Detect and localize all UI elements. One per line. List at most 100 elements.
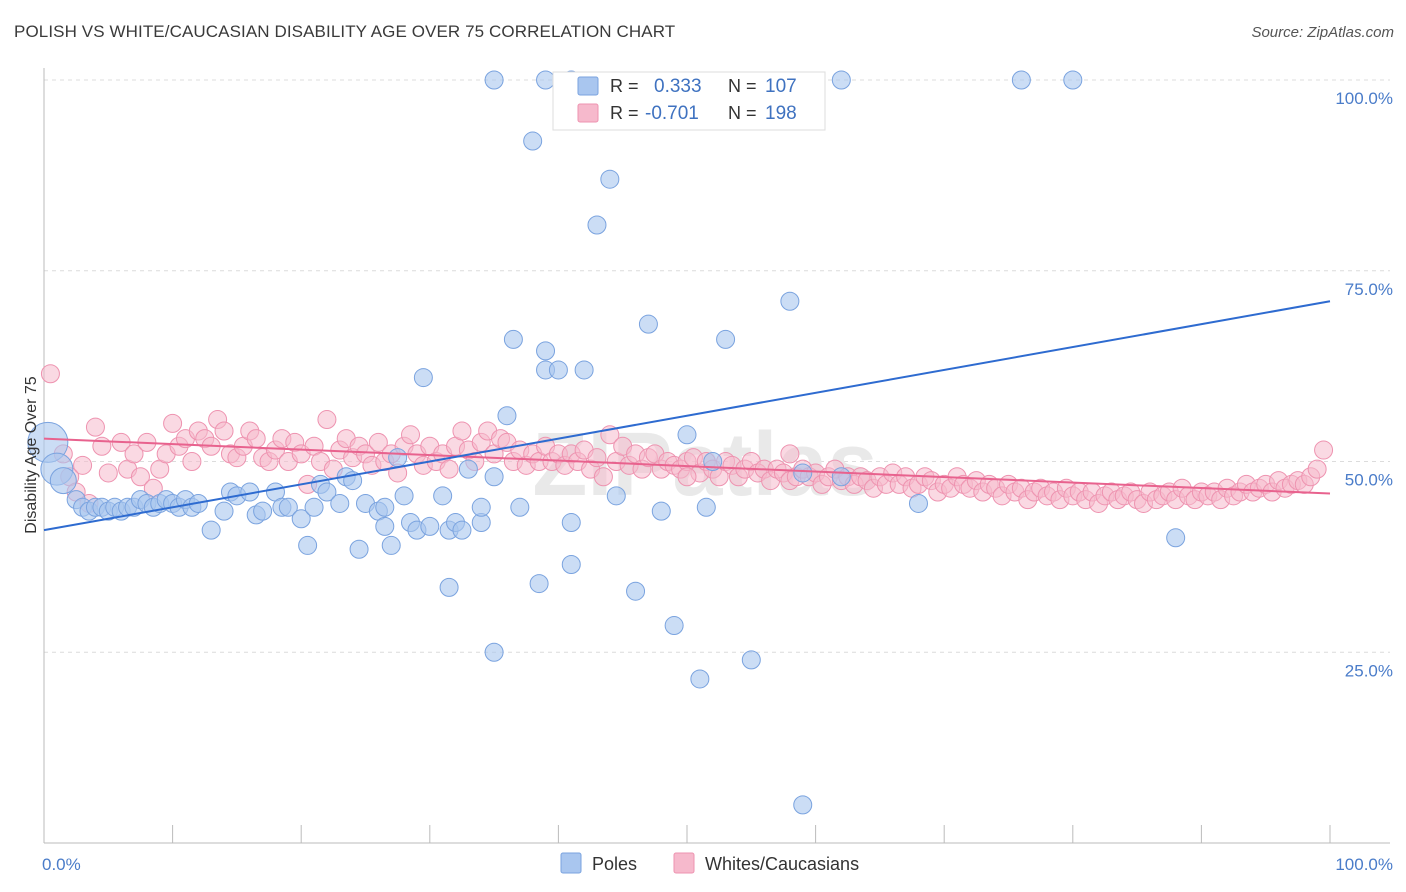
poles-point <box>253 501 273 521</box>
poles-point <box>381 535 401 555</box>
whites-point <box>452 421 472 441</box>
y-tick-label: 50.0% <box>1345 471 1393 490</box>
poles-point <box>298 535 318 555</box>
whites-point <box>214 421 234 441</box>
poles-point <box>690 669 710 689</box>
poles-trend-line <box>43 300 1331 532</box>
whites-point <box>317 410 337 430</box>
whites-point <box>439 459 459 479</box>
poles-point <box>561 555 581 575</box>
whites-point <box>1314 440 1334 460</box>
poles-point <box>413 368 433 388</box>
whites-point <box>40 364 60 384</box>
whites-point <box>85 417 105 437</box>
whites-point <box>780 444 800 464</box>
poles-point <box>638 314 658 334</box>
whites-point <box>163 413 183 433</box>
poles-point <box>908 493 928 513</box>
poles-point <box>831 70 851 90</box>
poles-point <box>831 467 851 487</box>
poles-point <box>375 516 395 536</box>
poles-point <box>510 497 530 517</box>
poles-r-label: R = <box>610 76 639 96</box>
poles-point <box>677 425 697 445</box>
tick-labels: 100.0% 75.0% 50.0% 25.0% 0.0% 100.0% <box>42 89 1393 874</box>
poles-point <box>587 215 607 235</box>
whites-point <box>73 455 93 475</box>
whites-point <box>130 467 150 487</box>
whites-point <box>1307 459 1327 479</box>
poles-point <box>741 650 761 670</box>
poles-legend-swatch <box>577 76 599 96</box>
poles-n-value: 107 <box>765 76 797 97</box>
poles-point <box>626 581 646 601</box>
poles-point <box>1166 528 1186 548</box>
poles-point <box>388 448 408 468</box>
poles-point <box>214 501 234 521</box>
whites-point <box>124 444 144 464</box>
poles-point <box>433 486 453 506</box>
gridlines <box>44 79 1390 653</box>
poles-point <box>375 497 395 517</box>
poles-point <box>548 360 568 380</box>
poles-point <box>793 463 813 483</box>
poles-point <box>349 539 369 559</box>
y-tick-label: 25.0% <box>1345 661 1393 680</box>
poles-point <box>600 169 620 189</box>
poles-point <box>696 497 716 517</box>
poles-point <box>497 406 517 426</box>
poles-point <box>330 493 350 513</box>
poles-point <box>651 501 671 521</box>
poles-point <box>536 70 556 90</box>
poles-swatch <box>560 852 582 874</box>
poles-point <box>503 329 523 349</box>
poles-point <box>606 486 626 506</box>
poles-point <box>780 291 800 311</box>
poles-point <box>484 642 504 662</box>
whites-legend-label: Whites/Caucasians <box>705 854 859 874</box>
whites-n-label: N = <box>728 103 757 123</box>
poles-point <box>793 795 813 815</box>
poles-point <box>394 486 414 506</box>
poles-point <box>201 520 221 540</box>
whites-legend-swatch <box>577 103 599 123</box>
whites-point <box>401 425 421 445</box>
whites-point <box>587 448 607 468</box>
poles-point <box>49 467 77 495</box>
poles-point <box>317 482 337 502</box>
poles-point <box>278 497 298 517</box>
whites-point <box>677 467 697 487</box>
whites-point <box>368 432 388 452</box>
poles-point <box>484 70 504 90</box>
chart-title: POLISH VS WHITE/CAUCASIAN DISABILITY AGE… <box>14 22 676 41</box>
poles-point <box>716 329 736 349</box>
poles-point <box>452 520 472 540</box>
x-tick-label: 0.0% <box>42 855 81 874</box>
poles-n-label: N = <box>728 76 757 96</box>
poles-point <box>1063 70 1083 90</box>
poles-point <box>561 513 581 533</box>
poles-point <box>574 360 594 380</box>
whites-r-label: R = <box>610 103 639 123</box>
whites-point <box>98 463 118 483</box>
poles-point <box>536 341 556 361</box>
whites-point <box>246 429 266 449</box>
poles-point <box>664 616 684 636</box>
x-tick-label: 100.0% <box>1335 855 1393 874</box>
y-tick-label: 100.0% <box>1335 89 1393 108</box>
whites-swatch <box>673 852 695 874</box>
whites-r-value: -0.701 <box>645 103 699 124</box>
poles-point <box>1011 70 1031 90</box>
stats-legend: R = 0.333 N = 107 R = -0.701 N = 198 <box>552 71 826 131</box>
whites-n-value: 198 <box>765 103 797 124</box>
poles-point <box>529 574 549 594</box>
poles-point <box>291 509 311 529</box>
poles-point <box>439 577 459 597</box>
poles-point <box>420 516 440 536</box>
y-tick-label: 75.0% <box>1345 280 1393 299</box>
poles-point <box>304 497 324 517</box>
poles-point <box>471 497 491 517</box>
poles-r-value: 0.333 <box>654 76 702 97</box>
y-axis-title: Disability Age Over 75 <box>23 376 40 534</box>
